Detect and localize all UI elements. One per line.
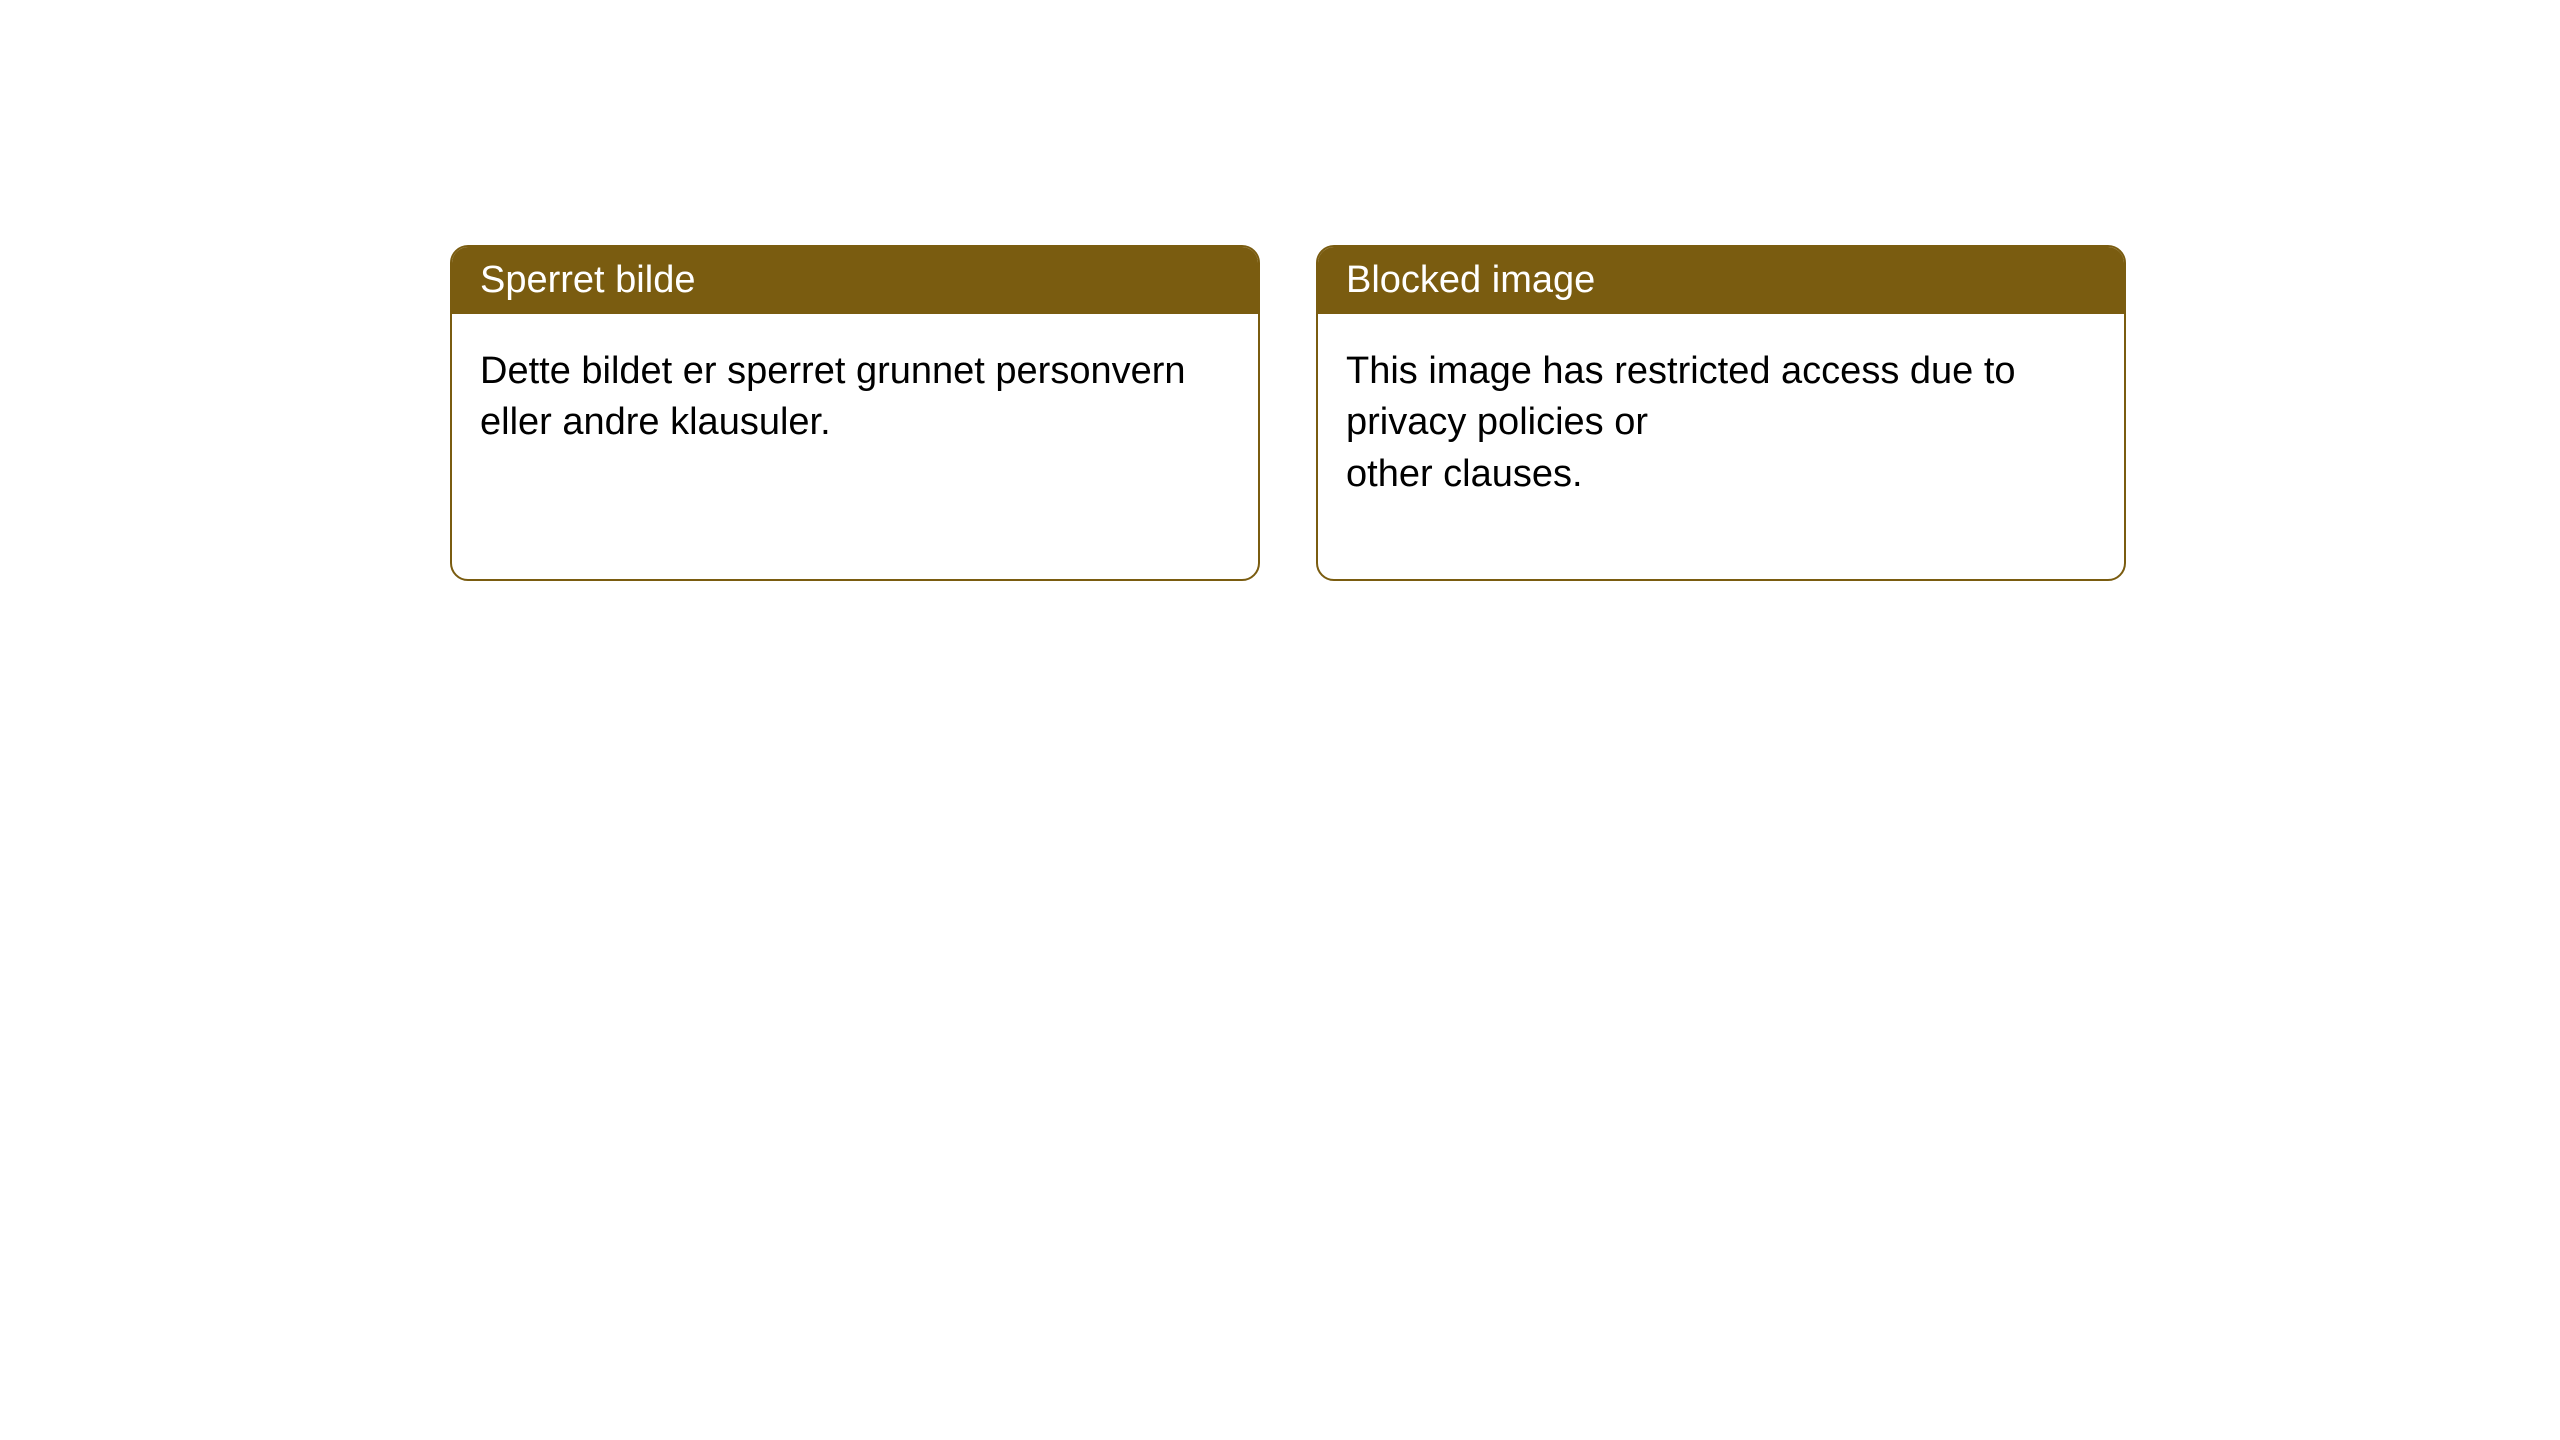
notice-container: Sperret bilde Dette bildet er sperret gr…: [450, 245, 2126, 581]
notice-card-norwegian: Sperret bilde Dette bildet er sperret gr…: [450, 245, 1260, 581]
notice-card-english: Blocked image This image has restricted …: [1316, 245, 2126, 581]
notice-header-norwegian: Sperret bilde: [452, 247, 1258, 314]
notice-header-english: Blocked image: [1318, 247, 2124, 314]
notice-body-english: This image has restricted access due to …: [1318, 314, 2124, 532]
notice-body-norwegian: Dette bildet er sperret grunnet personve…: [452, 314, 1258, 481]
